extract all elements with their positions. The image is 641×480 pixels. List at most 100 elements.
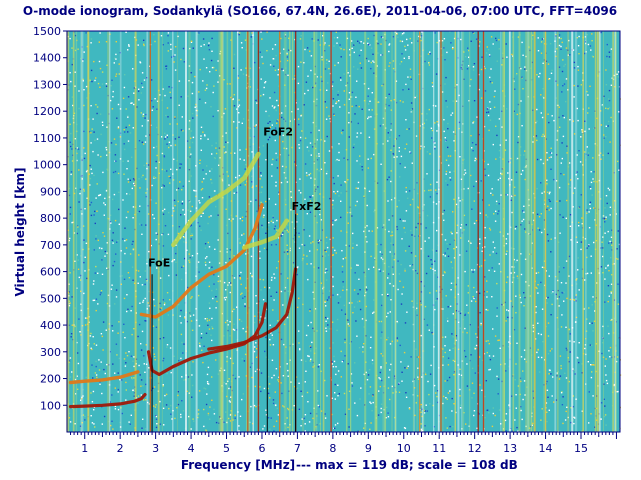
noise-dot: [471, 367, 474, 370]
noise-dot: [573, 133, 576, 135]
noise-dot: [452, 336, 454, 338]
noise-dot: [519, 294, 521, 296]
noise-dot: [119, 108, 122, 110]
noise-dot: [493, 96, 496, 98]
noise-dot: [127, 116, 129, 118]
noise-dot: [361, 169, 364, 171]
noise-dot: [449, 31, 451, 33]
noise-dot: [197, 222, 199, 224]
noise-dot: [309, 360, 312, 362]
noise-dot: [259, 386, 261, 388]
noise-dot: [328, 67, 330, 70]
noise-dot: [540, 419, 542, 421]
noise-dot: [71, 47, 73, 49]
noise-dot: [152, 325, 155, 327]
noise-dot: [476, 291, 478, 293]
noise-dot: [449, 425, 451, 428]
noise-dot: [590, 272, 592, 274]
noise-dot: [490, 68, 492, 70]
noise-dot: [528, 233, 530, 235]
noise-dot: [417, 367, 419, 369]
noise-dot: [565, 217, 567, 219]
noise-dot: [332, 177, 335, 179]
noise-dot: [515, 363, 517, 365]
noise-dot: [122, 238, 124, 240]
noise-dot: [479, 384, 481, 386]
noise-dot: [524, 150, 526, 152]
noise-dot: [460, 224, 463, 226]
noise-dot: [154, 177, 157, 179]
noise-dot: [267, 417, 270, 419]
noise-dot: [211, 37, 213, 40]
noise-dot: [365, 319, 367, 322]
noise-dot: [446, 427, 448, 429]
noise-dot: [367, 87, 370, 90]
noise-dot: [213, 283, 215, 285]
noise-dot: [392, 153, 395, 156]
noise-dot: [536, 108, 538, 111]
noise-dot: [593, 171, 595, 173]
noise-dot: [238, 275, 241, 277]
noise-dot: [206, 256, 208, 258]
noise-dot: [382, 270, 385, 272]
noise-dot: [111, 394, 113, 396]
noise-dot: [272, 221, 274, 224]
noise-dot: [143, 164, 145, 167]
noise-dot: [90, 69, 93, 72]
noise-dot: [259, 178, 261, 180]
noise-dot: [388, 176, 390, 178]
noise-dot: [337, 370, 340, 372]
noise-dot: [431, 85, 434, 88]
noise-dot: [603, 383, 605, 385]
noise-dot: [337, 384, 339, 386]
noise-dot: [133, 328, 135, 330]
noise-dot: [286, 249, 288, 251]
noise-dot: [226, 171, 228, 173]
noise-dot: [161, 187, 163, 189]
noise-dot: [577, 257, 579, 259]
noise-dot: [594, 310, 596, 312]
noise-dot: [380, 36, 383, 38]
noise-dot: [204, 102, 207, 104]
noise-dot: [164, 394, 166, 397]
noise-dot: [516, 259, 518, 262]
noise-dot: [298, 118, 300, 120]
noise-dot: [517, 36, 520, 38]
noise-dot: [415, 226, 417, 229]
noise-dot: [379, 270, 381, 272]
noise-dot: [401, 293, 403, 295]
noise-dot: [493, 106, 496, 108]
noise-dot: [444, 271, 446, 274]
noise-dot: [138, 323, 141, 326]
noise-dot: [189, 312, 191, 314]
noise-dot: [459, 388, 461, 391]
noise-dot: [298, 342, 300, 344]
noise-dot: [122, 331, 124, 333]
noise-dot: [125, 389, 127, 391]
noise-dot: [141, 176, 143, 178]
noise-dot: [156, 126, 158, 129]
noise-dot: [429, 153, 431, 155]
noise-dot: [131, 266, 134, 268]
noise-dot: [387, 416, 390, 418]
noise-dot: [217, 60, 219, 62]
noise-dot: [499, 156, 501, 159]
noise-dot: [80, 208, 82, 211]
noise-dot: [137, 270, 140, 272]
noise-dot: [447, 122, 449, 125]
noise-dot: [276, 167, 279, 169]
noise-dot: [180, 129, 183, 131]
noise-dot: [233, 255, 235, 257]
noise-dot: [563, 173, 565, 176]
noise-dot: [388, 97, 390, 99]
noise-dot: [325, 62, 328, 64]
noise-dot: [464, 56, 467, 58]
noise-dot: [298, 123, 300, 126]
noise-dot: [111, 284, 113, 286]
noise-dot: [411, 111, 413, 113]
noise-dot: [455, 339, 457, 342]
noise-dot: [489, 368, 491, 371]
noise-dot: [362, 346, 364, 348]
noise-dot: [487, 309, 489, 311]
noise-dot: [610, 257, 612, 259]
